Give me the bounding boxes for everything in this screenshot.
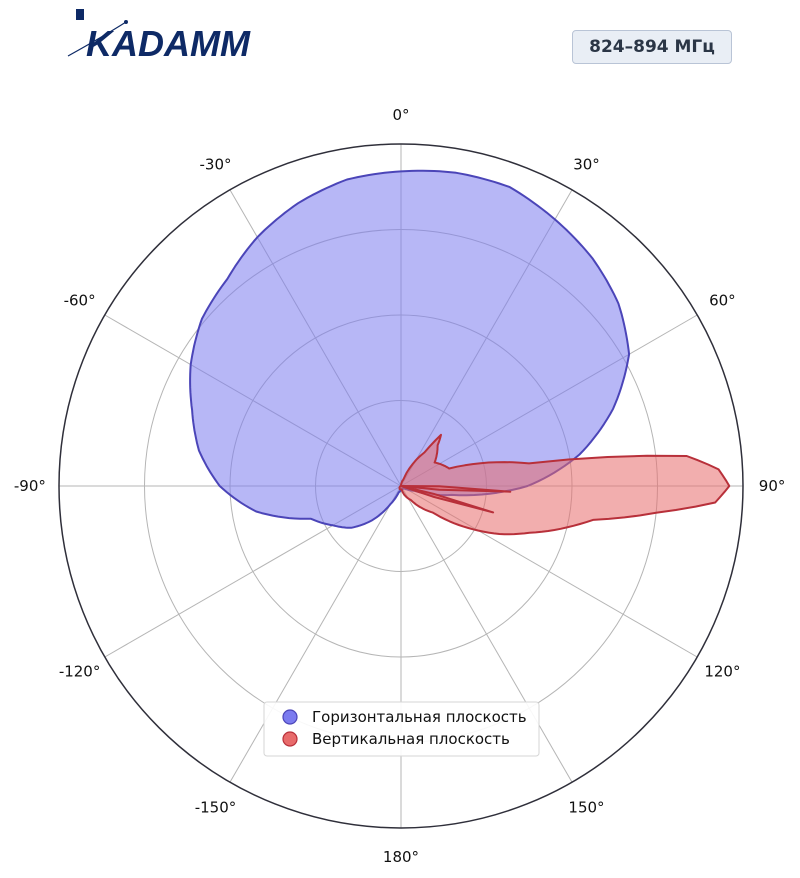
grid-spoke-5 — [400, 485, 573, 783]
outer-ring — [58, 143, 744, 829]
angle-tick-label: 30° — [573, 156, 600, 174]
legend-box — [263, 701, 540, 757]
angle-tick-label: -120° — [59, 663, 101, 681]
angle-tick-label: 150° — [568, 798, 604, 816]
legend-label-0: Горизонтальная плоскость — [312, 708, 527, 726]
series-1 — [398, 433, 731, 536]
brand-name: KADAMM — [86, 23, 251, 62]
series-1-side-lobe-0 — [400, 485, 512, 493]
frequency-band-badge: 824–894 МГц — [572, 30, 732, 64]
angle-tick-label: -90° — [14, 477, 46, 495]
angle-tick-label: 90° — [759, 477, 786, 495]
angle-tick-label: 60° — [709, 292, 736, 310]
legend: Горизонтальная плоскость Вертикальная пло… — [263, 701, 540, 757]
angle-tick-label: 180° — [383, 848, 419, 866]
legend-marker-1 — [282, 731, 298, 747]
grid-spoke-7 — [229, 485, 402, 783]
angle-tick-label: 0° — [392, 106, 409, 124]
polar-axis: 0° 30° 60° 90° 120° 150° 180° -150° -120° -90° -60… — [14, 106, 785, 866]
series-layer — [189, 169, 731, 536]
angle-tick-label: 120° — [704, 663, 740, 681]
series-0-area — [189, 169, 631, 529]
legend-label-1: Вертикальная плоскость — [312, 730, 510, 748]
angle-tick-label: -30° — [200, 156, 232, 174]
series-1-side-lobe-1 — [400, 485, 495, 514]
angle-tick-label: -60° — [64, 292, 96, 310]
kadamm-logo-mark: KADAMM — [67, 9, 251, 64]
angle-tick-label: -150° — [195, 798, 237, 816]
series-0 — [189, 169, 631, 529]
kadamm-logo: KADAMM — [64, 6, 264, 64]
legend-marker-0 — [282, 709, 298, 725]
